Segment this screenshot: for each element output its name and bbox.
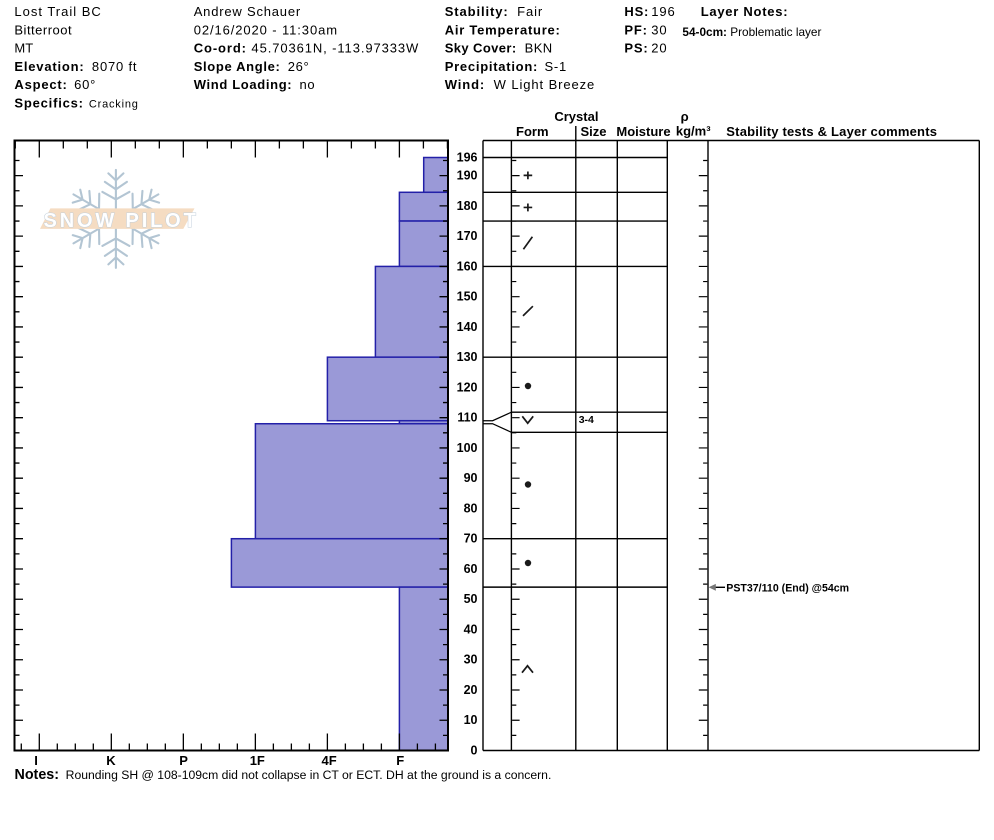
svg-text:Sky Cover: BKN: Sky Cover: BKN (445, 41, 553, 56)
svg-text:Andrew Schauer: Andrew Schauer (194, 4, 301, 19)
svg-text:20: 20 (651, 41, 667, 56)
svg-text:Bitterroot: Bitterroot (14, 22, 72, 37)
svg-text:80: 80 (464, 501, 478, 515)
svg-text:Precipitation: S-1: Precipitation: S-1 (445, 59, 567, 74)
svg-text:100: 100 (457, 441, 478, 455)
svg-text:90: 90 (464, 471, 478, 485)
svg-text:110: 110 (457, 411, 477, 425)
svg-text:Elevation: 8070 ft: Elevation: 8070 ft (14, 59, 137, 74)
svg-text:02/16/2020 - 11:30am: 02/16/2020 - 11:30am (194, 22, 338, 37)
svg-text:0: 0 (471, 743, 478, 757)
svg-text:190: 190 (457, 169, 478, 183)
svg-text:I: I (34, 753, 38, 768)
svg-text:196: 196 (651, 4, 675, 19)
svg-text:30: 30 (464, 653, 478, 667)
svg-text:54-0cm: Problematic layer: 54-0cm: Problematic layer (682, 25, 821, 39)
svg-text:180: 180 (457, 199, 478, 213)
svg-text:Air Temperature:: Air Temperature: (445, 22, 561, 37)
svg-text:160: 160 (457, 259, 478, 273)
svg-text:HS:: HS: (624, 4, 649, 19)
svg-text:Aspect: 60°: Aspect: 60° (14, 77, 96, 92)
svg-text:Specifics: Cracking: Specifics: Cracking (14, 96, 138, 111)
svg-text:Form: Form (516, 124, 549, 139)
svg-text:K: K (106, 753, 116, 768)
svg-text:196: 196 (457, 150, 478, 164)
svg-text:3-4: 3-4 (579, 414, 594, 426)
svg-text:SNOW PILOT: SNOW PILOT (44, 210, 199, 232)
svg-text:30: 30 (651, 22, 667, 37)
svg-text:10: 10 (464, 713, 478, 727)
svg-text:PST37/110 (End) @54cm: PST37/110 (End) @54cm (726, 582, 849, 594)
svg-text:50: 50 (464, 592, 478, 606)
svg-text:Notes: Rounding SH @ 108-109cm: Notes: Rounding SH @ 108-109cm did not c… (15, 767, 552, 783)
svg-text:Lost Trail BC: Lost Trail BC (14, 4, 101, 19)
svg-text:Stability: Fair: Stability: Fair (445, 4, 543, 19)
svg-text:Size: Size (580, 124, 606, 139)
svg-text:1F: 1F (250, 753, 265, 768)
svg-text:Stability tests & Layer commen: Stability tests & Layer comments (726, 124, 937, 139)
svg-text:4F: 4F (322, 753, 337, 768)
svg-text:Wind Loading: no: Wind Loading: no (194, 77, 316, 92)
svg-text:Slope Angle: 26°: Slope Angle: 26° (194, 59, 310, 74)
svg-text:Wind: W Light Breeze: Wind: W Light Breeze (445, 77, 595, 92)
svg-text:kg/m³: kg/m³ (676, 123, 711, 138)
svg-text:P: P (179, 753, 188, 768)
svg-text:70: 70 (464, 532, 478, 546)
svg-text:150: 150 (457, 290, 478, 304)
svg-text:MT: MT (14, 41, 33, 56)
svg-text:60: 60 (464, 562, 478, 576)
svg-text:Crystal: Crystal (554, 109, 598, 124)
svg-text:Co-ord: 45.70361N, -113.97333W: Co-ord: 45.70361N, -113.97333W (194, 41, 419, 56)
svg-text:120: 120 (457, 380, 478, 394)
svg-text:F: F (396, 753, 404, 768)
svg-text:20: 20 (464, 683, 478, 697)
svg-text:Moisture: Moisture (616, 124, 670, 139)
svg-text:140: 140 (457, 320, 478, 334)
svg-text:ρ: ρ (681, 109, 689, 124)
svg-text:170: 170 (457, 229, 478, 243)
svg-text:PS:: PS: (624, 41, 648, 56)
svg-text:PF:: PF: (624, 22, 647, 37)
svg-text:40: 40 (464, 622, 478, 636)
svg-text:Layer Notes:: Layer Notes: (701, 4, 789, 19)
svg-text:130: 130 (457, 350, 478, 364)
